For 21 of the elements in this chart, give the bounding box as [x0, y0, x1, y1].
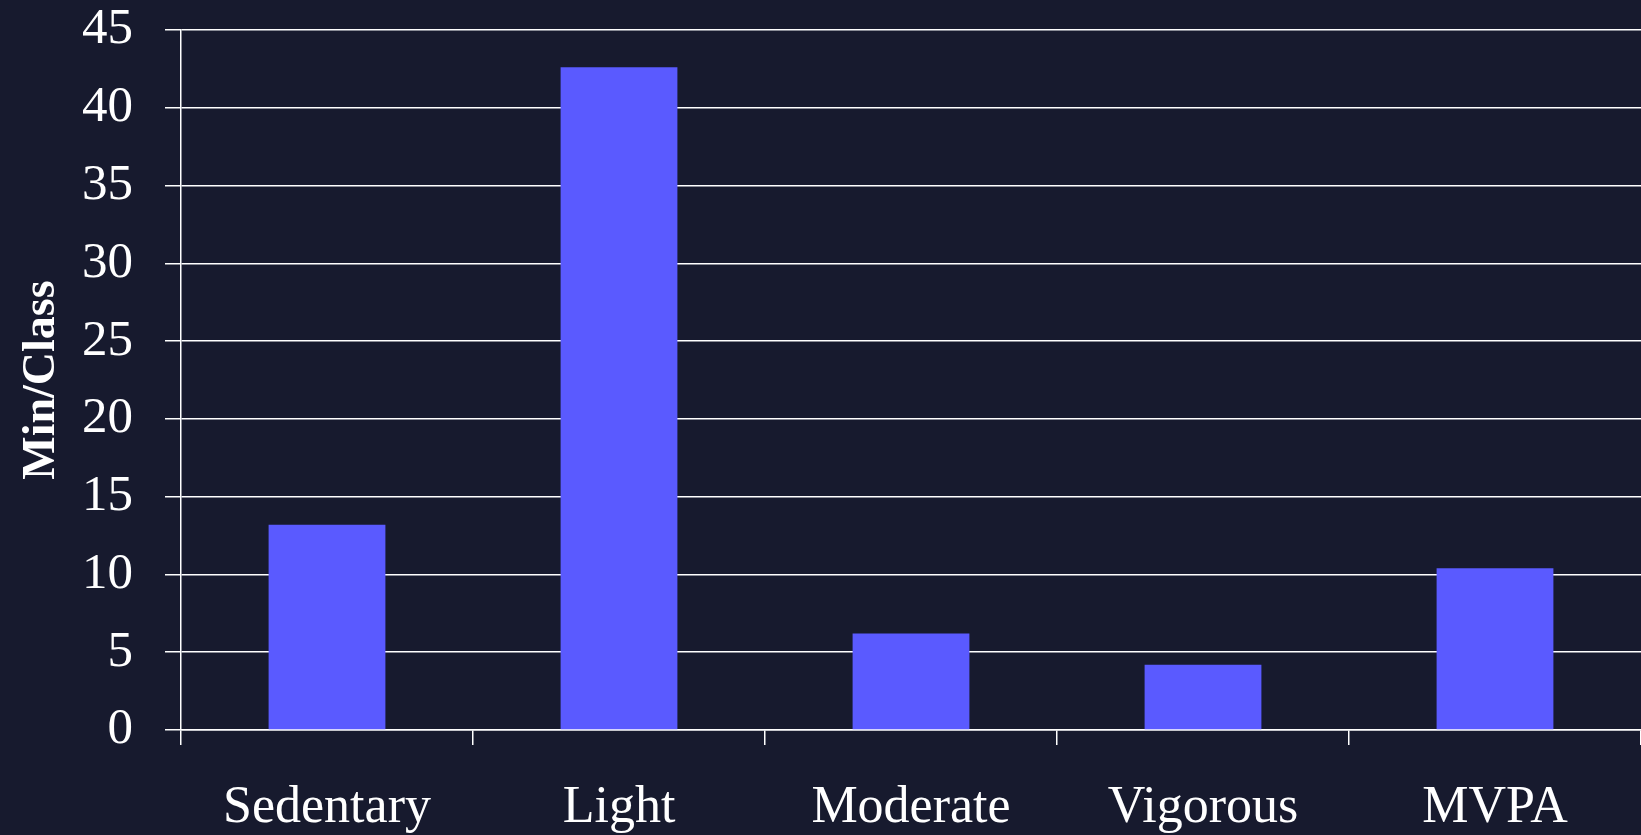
y-tick-label: 25 [82, 309, 133, 366]
y-axis-title: Min/Class [13, 280, 65, 480]
x-tick-label: Moderate [811, 775, 1011, 833]
x-tick-label: Light [562, 775, 676, 833]
y-tick-label: 10 [82, 542, 133, 599]
y-tick-label: 5 [107, 620, 133, 677]
bar [852, 633, 970, 730]
y-tick-label: 30 [82, 231, 133, 288]
y-tick-label: 45 [82, 0, 133, 55]
y-tick-label: 20 [82, 387, 133, 444]
bar [1436, 568, 1554, 730]
bar [268, 524, 386, 730]
y-tick-label: 40 [82, 76, 133, 133]
bar [1144, 664, 1262, 730]
x-tick-label: Vigorous [1107, 775, 1299, 833]
x-tick-label: Sedentary [223, 775, 431, 833]
y-tick-label: 0 [107, 698, 133, 755]
x-tick-label: MVPA [1422, 775, 1569, 833]
bar [560, 67, 678, 730]
y-tick-label: 35 [82, 153, 133, 210]
y-tick-label: 15 [82, 465, 133, 522]
